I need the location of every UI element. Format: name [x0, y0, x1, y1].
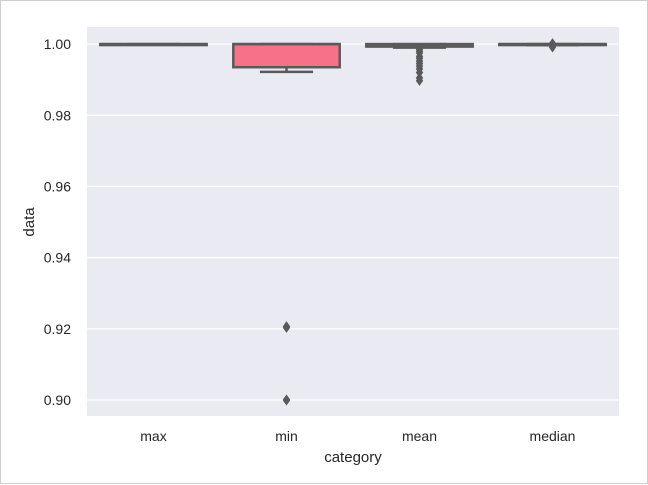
x-tick-label: min [275, 428, 298, 444]
y-tick-label: 0.90 [44, 392, 71, 408]
y-axis-label: data [21, 207, 38, 237]
outlier-point [415, 75, 424, 86]
x-tick-label: mean [402, 428, 437, 444]
outlier-point [282, 395, 291, 406]
outlier-point [548, 42, 557, 53]
box-median [498, 38, 607, 53]
box-mean [365, 42, 474, 86]
box-body [232, 42, 341, 69]
box-min [232, 42, 341, 406]
y-tick-label: 1.00 [44, 36, 71, 52]
x-tick-label: max [140, 428, 166, 444]
x-axis-label: category [324, 449, 382, 466]
y-tick-label: 0.92 [44, 321, 71, 337]
y-tick-label: 0.94 [44, 250, 71, 266]
x-axis-ticks: max min mean median [140, 428, 575, 444]
y-tick-label: 0.96 [44, 178, 71, 194]
y-axis-ticks: 0.90 0.92 0.94 0.96 0.98 1.00 [44, 36, 71, 408]
boxes [99, 38, 607, 406]
box-max [99, 42, 208, 47]
outlier-point [282, 322, 291, 333]
y-tick-label: 0.98 [44, 107, 71, 123]
plot-background [87, 27, 619, 416]
x-tick-label: median [530, 428, 576, 444]
